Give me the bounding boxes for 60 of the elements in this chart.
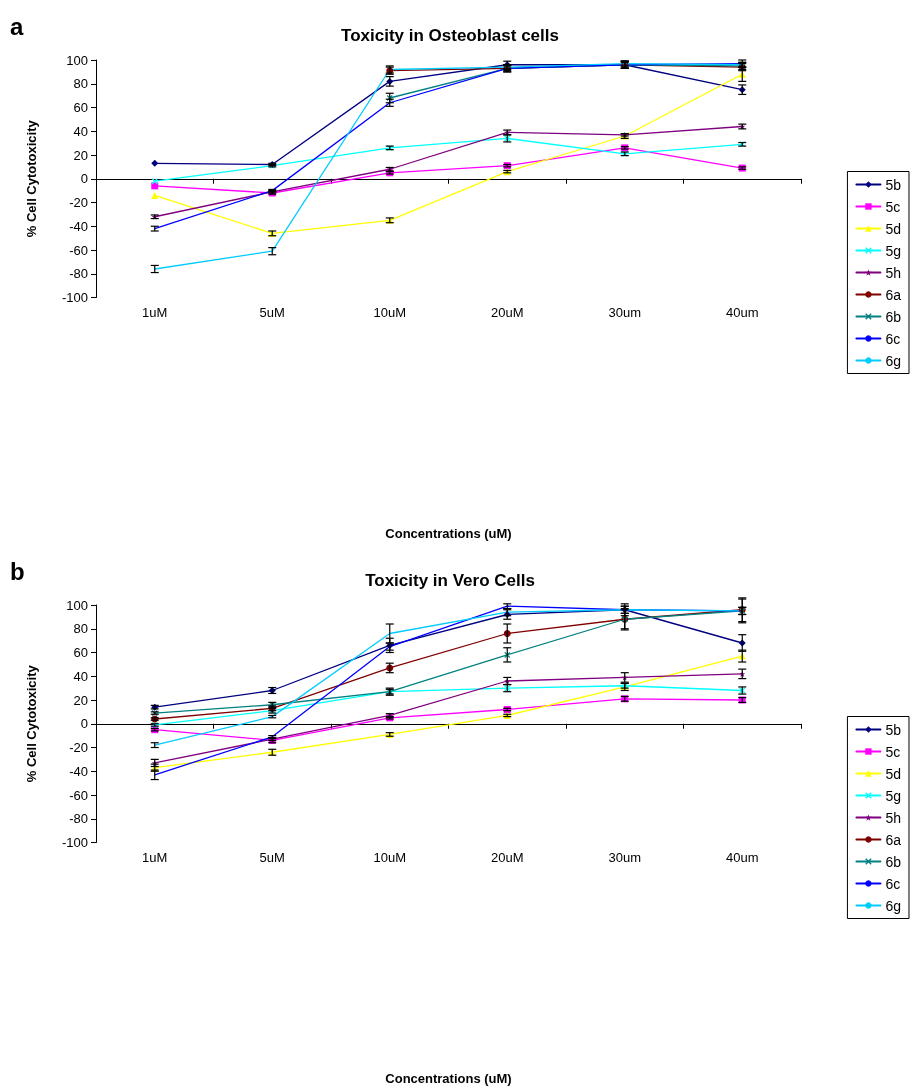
y-tick-label: 40 xyxy=(73,123,88,139)
legend-label: 6c xyxy=(885,875,901,892)
y-tick-label: -40 xyxy=(69,763,88,779)
legend-label: 5c xyxy=(885,743,901,760)
legend-label: 5b xyxy=(885,176,902,193)
y-tick-label: -80 xyxy=(69,811,88,827)
x-tick-label: 20uM xyxy=(490,304,524,320)
y-tick-label: 0 xyxy=(80,716,88,732)
legend-label: 6a xyxy=(885,831,902,848)
x-tick-label: 30um xyxy=(608,304,642,320)
x-tick-label: 1uM xyxy=(142,849,168,865)
y-tick-label: 100 xyxy=(66,52,88,68)
y-tick-label: -20 xyxy=(69,740,88,755)
y-tick-label: 60 xyxy=(73,100,88,115)
legend-label: 5b xyxy=(885,721,902,738)
y-tick-label: 80 xyxy=(73,76,88,92)
legend-label: 6c xyxy=(885,330,901,347)
y-tick-label: 60 xyxy=(73,645,88,660)
legend-label: 5g xyxy=(885,787,902,804)
text: b xyxy=(10,557,25,585)
x-tick-label: 20uM xyxy=(490,849,524,865)
legend-label: 5d xyxy=(885,220,902,237)
y-tick-label: 20 xyxy=(73,692,88,708)
legend-label: 6a xyxy=(885,286,902,303)
x-axis-title: Concentrations (uM) xyxy=(385,526,512,541)
x-tick-label: 10uM xyxy=(373,849,407,865)
y-tick-label: 100 xyxy=(66,597,88,613)
x-tick-label: 5uM xyxy=(259,304,285,320)
y-tick-label: 20 xyxy=(73,147,88,163)
legend-label: 5g xyxy=(885,242,902,259)
x-tick-label: 10uM xyxy=(373,304,407,320)
legend-label: 5d xyxy=(885,765,902,782)
legend-label: 5c xyxy=(885,198,901,215)
x-axis-title: Concentrations (uM) xyxy=(385,1071,512,1086)
text: a xyxy=(10,12,24,40)
legend-label: 5h xyxy=(885,264,902,281)
y-tick-label: -20 xyxy=(69,195,88,210)
y-tick-label: 80 xyxy=(73,621,88,637)
legend-label: 6g xyxy=(885,352,902,369)
x-tick-label: 40um xyxy=(725,849,759,865)
x-tick-label: 30um xyxy=(608,849,642,865)
y-tick-label: 40 xyxy=(73,668,88,684)
y-tick-label: 0 xyxy=(80,171,88,187)
legend-label: 6b xyxy=(885,853,902,870)
y-tick-label: -80 xyxy=(69,266,88,282)
y-tick-label: -60 xyxy=(69,242,88,258)
x-tick-label: 5uM xyxy=(259,849,285,865)
chart-title: Toxicity in Osteoblast cells xyxy=(341,26,559,45)
legend-label: 6g xyxy=(885,897,902,914)
y-axis-title: % Cell Cytotoxicity xyxy=(24,119,39,238)
x-tick-label: 40um xyxy=(725,304,759,320)
y-tick-label: -100 xyxy=(61,835,88,850)
y-tick-label: -100 xyxy=(61,290,88,305)
legend-label: 5h xyxy=(885,809,902,826)
y-tick-label: -60 xyxy=(69,787,88,803)
y-tick-label: -40 xyxy=(69,218,88,234)
chart-title: Toxicity in Vero Cells xyxy=(365,571,535,590)
legend-label: 6b xyxy=(885,308,902,325)
y-axis-title: % Cell Cytotoxicity xyxy=(24,664,39,783)
x-tick-label: 1uM xyxy=(142,304,168,320)
